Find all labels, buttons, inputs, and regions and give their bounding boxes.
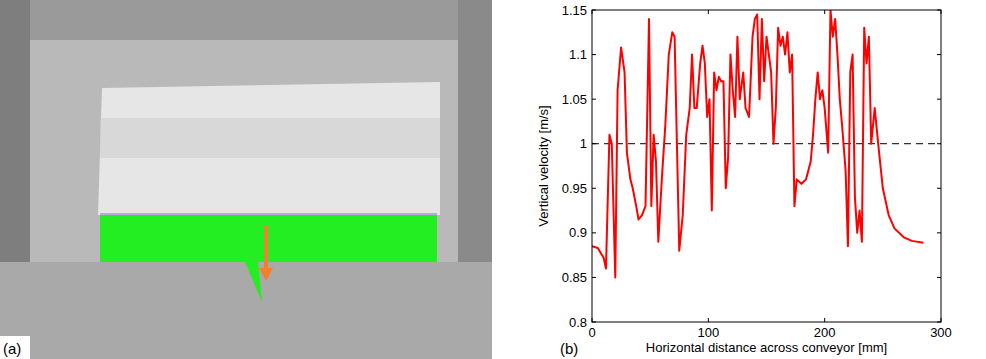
x-tick-label: 0 — [588, 325, 595, 340]
panel-label: (a) — [3, 340, 21, 357]
y-tick — [592, 143, 596, 144]
y-tick — [592, 277, 596, 278]
y-tick — [592, 188, 596, 189]
y-tick — [937, 54, 941, 55]
y-tick — [937, 99, 941, 100]
y-axis-title: Vertical velocity [m/s] — [536, 105, 551, 226]
label-patch — [0, 336, 30, 359]
x-axis-title: Horizontal distance across conveyor [mm] — [646, 340, 887, 355]
y-tick-label: 0.85 — [562, 270, 587, 285]
y-tick — [937, 232, 941, 233]
y-tick — [592, 54, 596, 55]
measurement-line — [100, 214, 437, 215]
plot-frame — [592, 10, 941, 322]
panel-label: (b) — [560, 340, 578, 357]
mean-arrow-head — [259, 268, 273, 281]
y-tick-label: 0.8 — [569, 315, 587, 330]
x-tick — [941, 318, 942, 322]
reference-line — [592, 143, 941, 144]
y-tick — [592, 99, 596, 100]
x-tick — [708, 318, 709, 322]
x-tick — [824, 10, 825, 14]
x-tick — [592, 318, 593, 322]
y-tick — [937, 322, 941, 323]
x-tick — [708, 10, 709, 14]
y-tick — [592, 232, 596, 233]
y-tick — [937, 10, 941, 11]
x-tick — [592, 10, 593, 14]
y-tick-label: 1.05 — [562, 92, 587, 107]
y-tick — [592, 322, 596, 323]
photo-chute — [0, 262, 492, 359]
y-tick-label: 0.95 — [562, 181, 587, 196]
photo-background — [0, 0, 492, 359]
velocity-line — [592, 10, 924, 277]
y-tick-label: 1.1 — [569, 47, 587, 62]
figure: (a) 0 100 200 300 0.8 0.85 0.9 0.95 1 1.05 1.1 1.15 H… — [0, 0, 986, 359]
photo-panel — [0, 0, 492, 359]
x-tick-label: 200 — [814, 325, 836, 340]
material-stream — [98, 82, 440, 215]
material-texture — [100, 118, 440, 158]
velocity-vectors — [100, 215, 437, 262]
y-tick-label: 0.9 — [569, 225, 587, 240]
x-tick-label: 100 — [697, 325, 719, 340]
mean-arrow-shaft — [264, 226, 268, 270]
y-tick-label: 1.15 — [562, 3, 587, 18]
x-tick — [824, 318, 825, 322]
plot-marks — [592, 10, 941, 277]
y-tick-label: 1 — [580, 136, 587, 151]
y-tick — [937, 143, 941, 144]
x-tick-label: 300 — [930, 325, 952, 340]
x-tick — [941, 10, 942, 14]
y-tick — [937, 277, 941, 278]
y-tick — [592, 10, 596, 11]
photo-top — [0, 0, 492, 40]
plot-area — [592, 10, 941, 322]
y-tick — [937, 188, 941, 189]
